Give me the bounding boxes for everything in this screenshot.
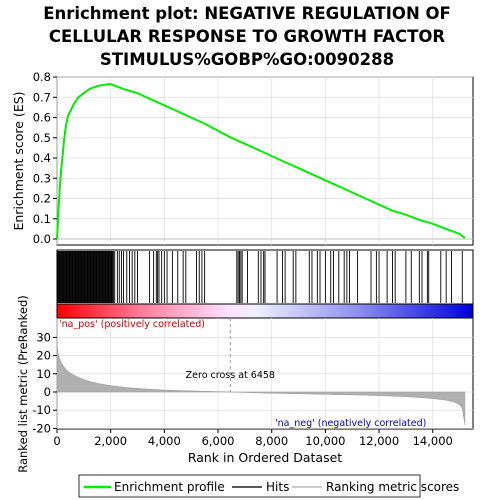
x-tick-label: 2,000: [94, 434, 127, 448]
title-line-1: Enrichment plot: NEGATIVE REGULATION OF: [43, 4, 451, 23]
x-tick-label: 8,000: [255, 434, 288, 448]
x-tick-label: 6,000: [202, 434, 235, 448]
metric-tick-label: 20: [36, 349, 51, 363]
enrichment-profile-line: [56, 83, 466, 240]
x-tick-label: 0: [53, 434, 60, 448]
metric-tick-label: -10: [32, 403, 51, 417]
es-tick-label: 0.5: [33, 131, 51, 145]
es-tick-label: 0.1: [33, 212, 51, 226]
es-tick-label: 0.2: [33, 192, 51, 206]
x-tick-label: 10,000: [305, 434, 345, 448]
x-tick-label: 4,000: [148, 434, 181, 448]
es-tick-label: 0.4: [33, 151, 51, 165]
x-axis-label: Rank in Ordered Dataset: [188, 450, 342, 465]
ranking-metric-area: [56, 340, 466, 425]
legend-enrichment-label: Enrichment profile: [114, 480, 225, 494]
es-y-axis-label: Enrichment score (ES): [11, 91, 26, 230]
es-tick-label: 0.0: [33, 232, 51, 246]
pos-correlated-label: 'na_pos' (positively correlated): [59, 319, 205, 330]
es-tick-label: 0.6: [33, 111, 51, 125]
metric-tick-label: 10: [36, 367, 51, 381]
metric-tick-label: 30: [36, 330, 51, 344]
metric-tick-label: -20: [32, 421, 51, 435]
es-tick-label: 0.7: [33, 90, 51, 104]
x-tick-label: 12,000: [359, 434, 399, 448]
es-panel: [56, 76, 474, 246]
es-tick-label: 0.3: [33, 171, 51, 185]
legend-hits-label: Hits: [266, 480, 289, 494]
title-line-2: CELLULAR RESPONSE TO GROWTH FACTOR: [49, 27, 445, 46]
rank-color-bar: [56, 303, 474, 319]
x-tick-label: 14,000: [413, 434, 453, 448]
title-line-3: STIMULUS%GOBP%GO:0090288: [100, 50, 394, 69]
neg-correlated-label: 'na_neg' (negatively correlated): [275, 418, 426, 429]
metric-tick-label: 0: [44, 385, 51, 399]
legend-metric-label: Ranking metric scores: [326, 480, 459, 494]
metric-y-axis-label: Ranked list metric (PreRanked): [16, 295, 30, 473]
es-tick-label: 0.8: [33, 70, 51, 84]
zero-cross-label: Zero cross at 6458: [186, 370, 275, 381]
